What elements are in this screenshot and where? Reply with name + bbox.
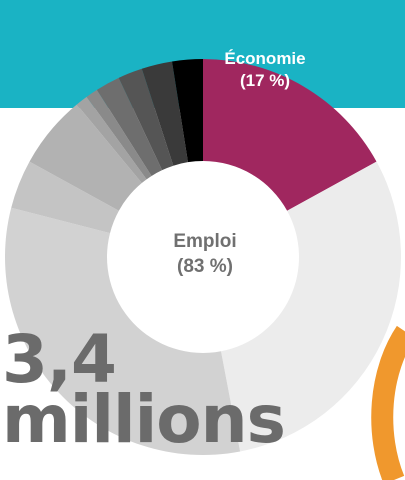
slice-emploi-10 [172, 59, 203, 163]
economie-label: Économie (17 %) [205, 48, 325, 92]
slice-emploi-9 [141, 61, 188, 166]
emploi-label: Emploi (83 %) [145, 230, 265, 279]
headline-number: 3,4 [2, 321, 117, 398]
headline-figure: 3,4 millions [2, 321, 286, 458]
slice-emploi-4 [29, 104, 142, 211]
economie-name: Économie [224, 49, 306, 68]
slice-emploi-8 [118, 68, 174, 171]
slice-emploi-3 [11, 161, 119, 234]
slice-emploi-5 [76, 96, 147, 184]
headline-unit: millions [2, 381, 286, 458]
economie-percent: (17 %) [239, 71, 291, 91]
slice-emploi-2 [4, 207, 241, 455]
slice-emploi-1 [220, 161, 402, 452]
emploi-name: Emploi [173, 231, 237, 252]
slice-emploi-6 [86, 89, 152, 180]
orange-arc-decoration [371, 325, 405, 480]
slice-emploi-7 [96, 77, 163, 176]
emploi-percent: (83 %) [177, 255, 233, 277]
slice-economie [203, 59, 377, 211]
